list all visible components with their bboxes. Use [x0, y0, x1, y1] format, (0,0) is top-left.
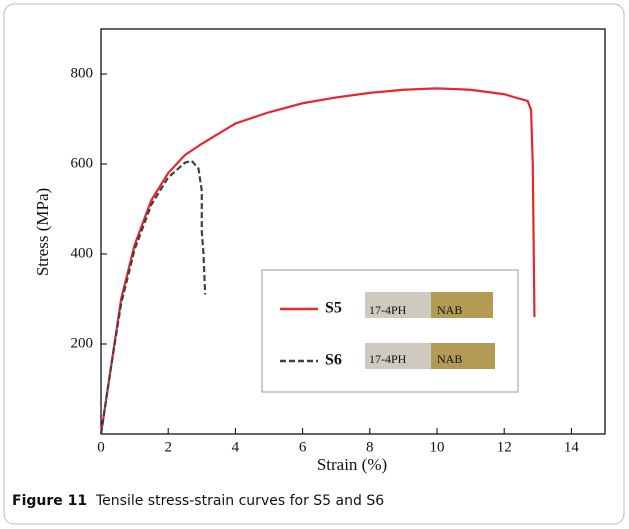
photo-label: NAB — [437, 303, 462, 317]
y-tick-label: 400 — [71, 245, 94, 261]
y-tick-label: 200 — [71, 335, 94, 351]
figure-border — [3, 3, 625, 525]
x-tick-label: 10 — [430, 439, 445, 455]
photo-label: 17-4PH — [369, 303, 407, 317]
x-tick-label: 2 — [164, 439, 172, 455]
data-line — [99, 87, 536, 435]
legend-box — [261, 269, 519, 393]
x-axis-label: Strain (%) — [317, 455, 387, 474]
y-axis-label: Stress (MPa) — [33, 188, 52, 276]
y-tick-label: 600 — [71, 155, 94, 171]
caption-text: Tensile stress-strain curves for S5 and … — [95, 493, 384, 509]
x-tick-label: 4 — [232, 439, 240, 455]
x-tick-label: 12 — [497, 439, 512, 455]
y-tick-label: 800 — [71, 65, 94, 81]
legend-label: S6 — [325, 352, 342, 369]
data-line — [99, 159, 207, 435]
photo-label: 17-4PH — [369, 352, 407, 366]
x-tick-label: 14 — [564, 439, 580, 455]
specimen-photos — [365, 292, 495, 369]
caption-label: Figure 11 — [12, 493, 87, 509]
plot-frame — [100, 28, 606, 435]
legend-label: S5 — [325, 300, 342, 317]
photo-label: NAB — [437, 352, 462, 366]
x-tick-label: 8 — [366, 439, 374, 455]
x-tick-label: 0 — [97, 439, 105, 455]
x-tick-label: 6 — [299, 439, 307, 455]
